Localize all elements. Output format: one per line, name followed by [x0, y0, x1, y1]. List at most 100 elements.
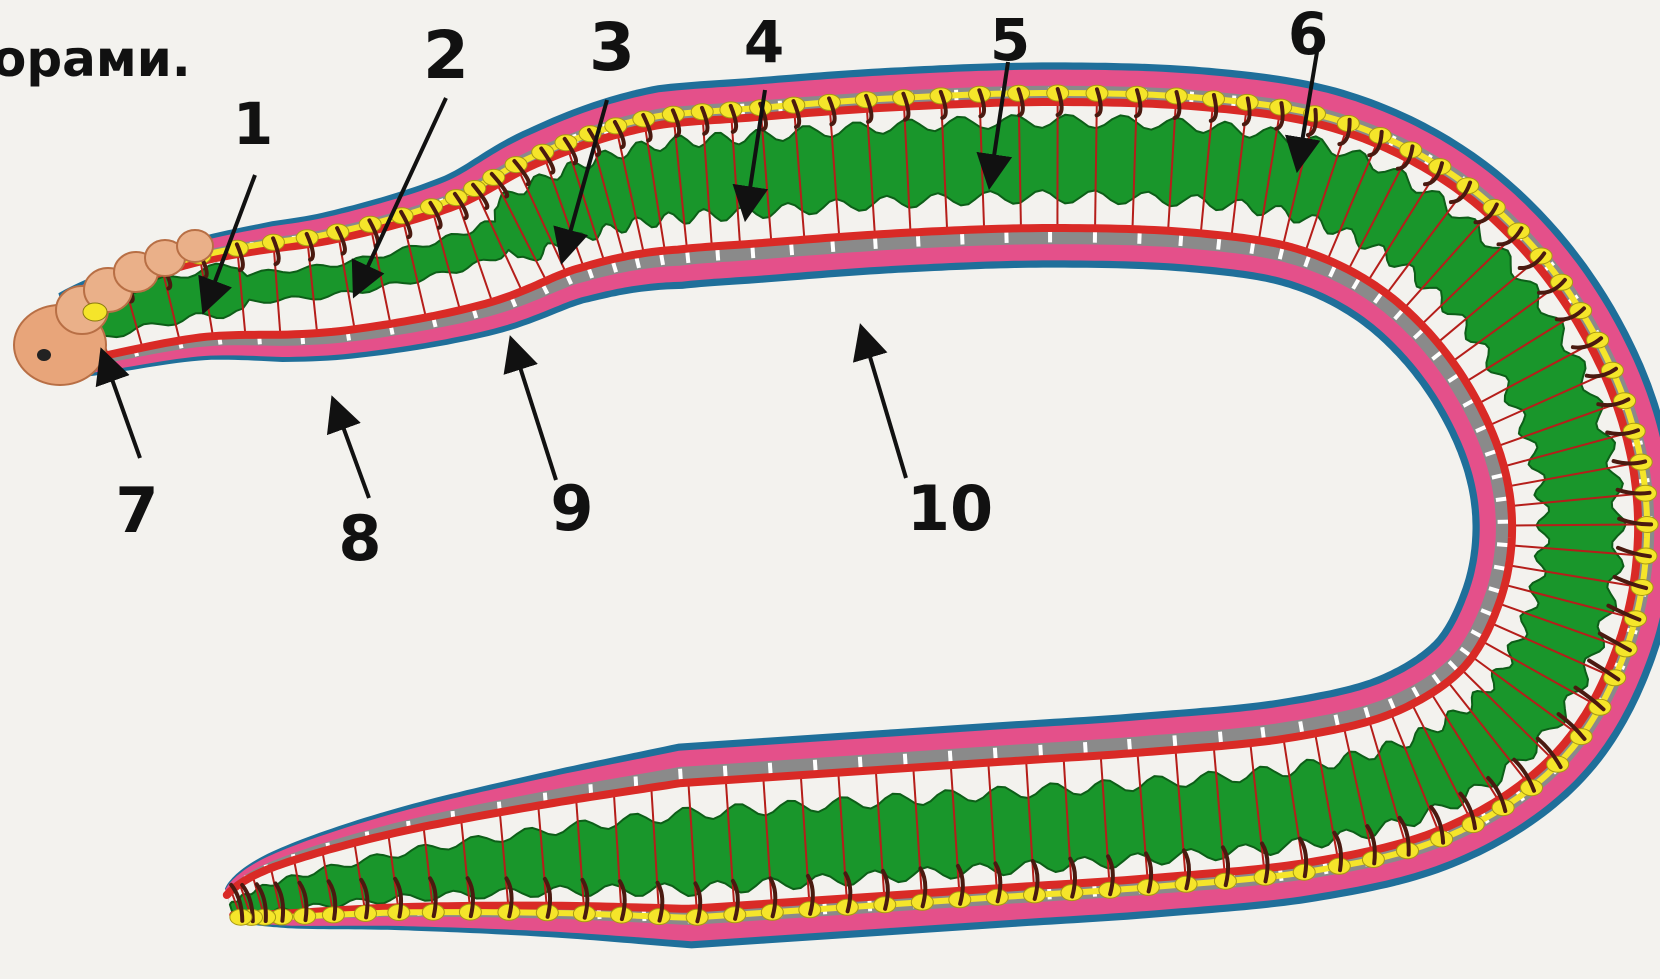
- label-9: 9: [550, 472, 593, 545]
- nephridium: [805, 873, 815, 916]
- ring-vessel: [1477, 343, 1591, 405]
- ring-vessel: [829, 111, 841, 238]
- nephridium: [1367, 129, 1384, 158]
- nephridium: [297, 880, 309, 923]
- ring-vessel: [1488, 373, 1605, 427]
- ring-vessel: [591, 141, 625, 258]
- ring-vessel: [476, 194, 523, 292]
- ring-vessel: [701, 120, 713, 247]
- nephridium: [1106, 854, 1115, 897]
- ring-vessel: [1304, 131, 1347, 252]
- ring-vessel: [1511, 544, 1638, 557]
- nephridium: [539, 146, 556, 175]
- nephridium: [655, 880, 665, 923]
- ring-vessel: [1460, 668, 1553, 759]
- ring-vessel: [422, 826, 434, 907]
- ring-vessel: [760, 116, 773, 243]
- nephridium: [612, 120, 626, 150]
- nephridium: [693, 881, 703, 924]
- ring-vessel: [1430, 692, 1500, 801]
- nephridium: [1496, 226, 1524, 247]
- nephridium: [359, 877, 370, 920]
- nephridium: [273, 881, 286, 923]
- ring-vessel: [1230, 111, 1248, 237]
- head-segment: [176, 229, 214, 263]
- nephridium: [1208, 93, 1219, 123]
- ring-vessel: [498, 812, 510, 906]
- ring-vessel: [269, 867, 282, 914]
- nephridium: [1395, 144, 1415, 171]
- ring-vessel: [1136, 752, 1149, 879]
- nephridium: [271, 236, 281, 267]
- ring-vessel: [537, 805, 548, 906]
- arrow-2: [351, 97, 448, 299]
- nephridium: [1306, 107, 1318, 137]
- nephridium: [791, 99, 802, 129]
- label-10: 10: [907, 472, 993, 545]
- nephridium: [1274, 101, 1285, 131]
- arrow-6: [1284, 51, 1321, 174]
- nephridium: [587, 128, 602, 157]
- nephridium: [938, 89, 948, 120]
- nephridium: [670, 108, 682, 139]
- nephridium: [993, 861, 1003, 904]
- nephridium: [1584, 366, 1618, 379]
- nephridium: [1486, 776, 1508, 813]
- nephridium: [1556, 712, 1587, 741]
- arrow-5: [976, 61, 1013, 191]
- worm-head: [13, 229, 214, 386]
- nephridium: [1512, 757, 1536, 793]
- ring-vessel: [1282, 738, 1304, 864]
- nephridium: [240, 883, 255, 924]
- nephridium: [843, 871, 853, 914]
- ring-vessel: [293, 859, 306, 913]
- nephridium: [562, 136, 579, 166]
- label-4: 4: [744, 8, 784, 76]
- nephridium: [1030, 859, 1040, 901]
- ring-vessel: [1167, 104, 1177, 231]
- ring-vessel: [1503, 432, 1626, 468]
- nephridium: [393, 876, 404, 919]
- ring-vessel: [432, 213, 461, 311]
- ring-vessel: [687, 782, 698, 909]
- nephridium: [1068, 856, 1077, 899]
- nephridium: [1172, 90, 1182, 120]
- ring-vessel: [1465, 314, 1574, 383]
- ring-vessel: [673, 123, 688, 249]
- nephridium: [489, 171, 510, 199]
- nephridium: [1616, 545, 1652, 559]
- dorsal-blood-vessel: [73, 224, 1517, 899]
- nephridium: [580, 877, 590, 920]
- nephridium: [1016, 87, 1025, 118]
- ring-vessel: [1504, 583, 1628, 618]
- nephridium: [1570, 336, 1604, 350]
- ring-vessel: [1131, 103, 1138, 230]
- ring-vessel: [161, 271, 181, 341]
- ring-vessel: [1436, 261, 1535, 344]
- nephridium: [1055, 87, 1064, 117]
- nephridium: [1535, 736, 1563, 770]
- nephridium: [542, 876, 553, 919]
- nephridium: [641, 113, 653, 143]
- nephridium: [1617, 516, 1654, 527]
- nephridium: [1365, 824, 1377, 866]
- ring-vessel: [1257, 115, 1281, 241]
- arrow-9: [503, 335, 558, 481]
- ring-vessel: [940, 104, 949, 231]
- nephridium: [768, 876, 778, 919]
- ring-vessel: [865, 108, 876, 235]
- nephridium: [504, 876, 514, 919]
- nephridium: [1397, 815, 1411, 857]
- ring-vessel: [612, 793, 623, 908]
- label-7: 7: [115, 474, 158, 547]
- ring-vessel: [1420, 236, 1513, 326]
- ring-vessel: [1508, 564, 1634, 587]
- nephridium: [728, 103, 739, 134]
- ring-vessel: [903, 106, 912, 233]
- heading-fragment: орами.: [0, 30, 191, 88]
- ring-vessel: [1249, 743, 1266, 869]
- nephridium: [254, 882, 268, 923]
- nephridium: [234, 242, 245, 273]
- label-6: 6: [1288, 0, 1328, 68]
- ring-vessel: [1510, 493, 1637, 507]
